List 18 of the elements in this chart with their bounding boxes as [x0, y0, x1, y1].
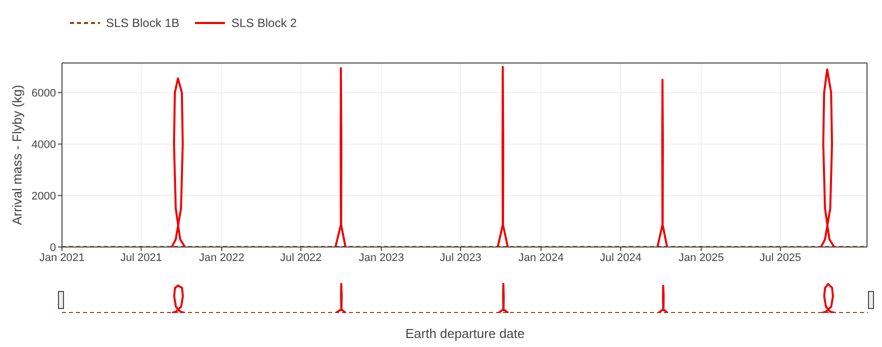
y-axis-title: Arrival mass - Flyby (kg): [10, 84, 25, 225]
x-tick-label: Jul 2023: [440, 252, 482, 264]
y-tick-label: 4000: [32, 138, 56, 151]
x-tick-label: Jul 2024: [600, 252, 642, 264]
legend-label: SLS Block 2: [231, 16, 297, 30]
y-tick-label: 0: [50, 242, 56, 254]
x-tick-label: Jan 2023: [358, 252, 404, 264]
x-tick-label: Jul 2025: [760, 252, 802, 264]
x-tick-label: Jul 2021: [120, 252, 162, 264]
x-tick-label: Jan 2025: [678, 252, 724, 264]
x-axis-title: Earth departure date: [404, 326, 526, 341]
x-tick-label: Jul 2022: [280, 252, 322, 264]
y-tick-label: 6000: [32, 88, 56, 100]
x-tick-label: Jan 2021: [39, 252, 85, 264]
y-tick-label: 2000: [32, 190, 56, 202]
x-tick-label: Jan 2022: [199, 252, 244, 264]
legend-label: SLS Block 1B: [106, 16, 180, 30]
x-tick-label: Jan 2024: [518, 252, 564, 264]
